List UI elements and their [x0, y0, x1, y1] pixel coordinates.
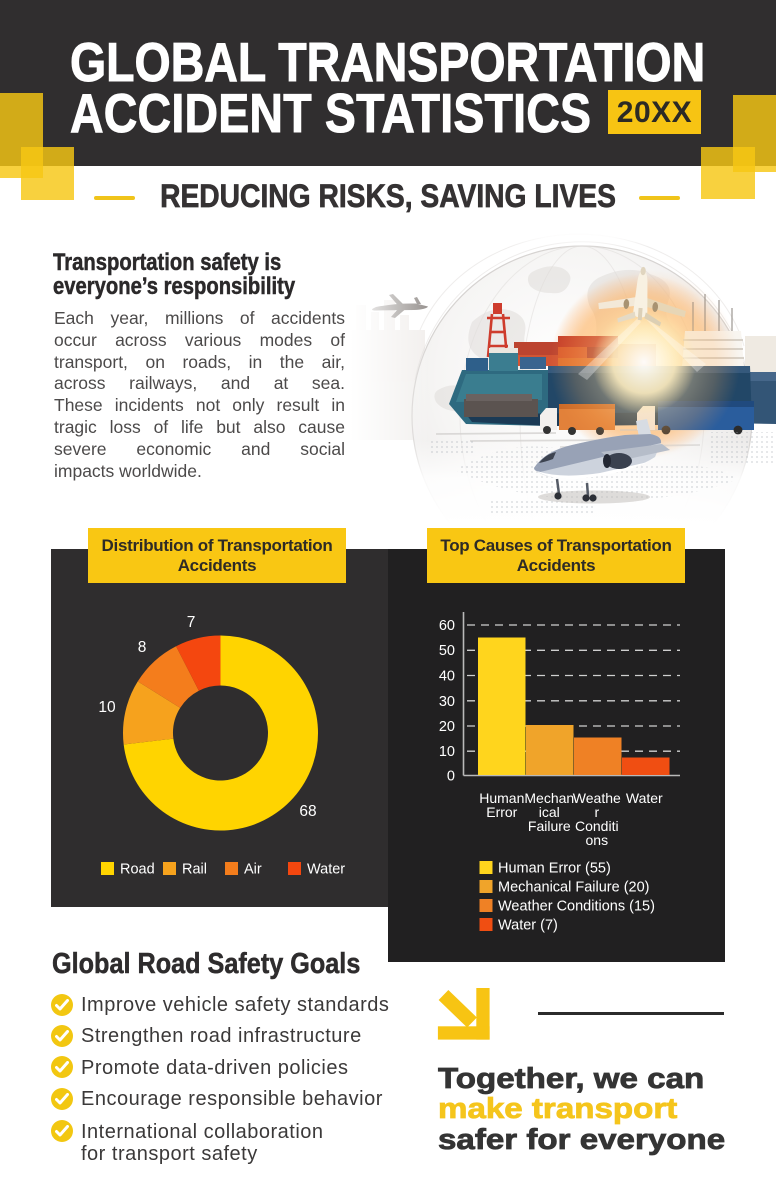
svg-text:20: 20	[439, 719, 455, 735]
svg-text:30: 30	[439, 694, 455, 710]
svg-text:ical: ical	[539, 804, 560, 820]
svg-text:Mechanical Failure (20): Mechanical Failure (20)	[498, 880, 650, 896]
svg-text:60: 60	[439, 618, 455, 634]
svg-text:Conditi: Conditi	[575, 818, 619, 834]
svg-text:Rail: Rail	[182, 862, 207, 878]
svg-text:10: 10	[439, 744, 455, 760]
svg-text:ons: ons	[586, 832, 609, 848]
svg-text:Mechan: Mechan	[524, 790, 574, 806]
svg-text:40: 40	[439, 669, 455, 685]
svg-text:Water (7): Water (7)	[498, 918, 558, 934]
svg-text:Weather Conditions (15): Weather Conditions (15)	[498, 899, 655, 915]
svg-text:0: 0	[447, 769, 455, 785]
svg-text:7: 7	[187, 614, 196, 631]
svg-text:Human: Human	[479, 790, 524, 806]
svg-text:Water: Water	[626, 790, 663, 806]
svg-text:Road: Road	[120, 862, 155, 878]
svg-text:Weathe: Weathe	[573, 790, 621, 806]
svg-text:68: 68	[299, 803, 316, 820]
svg-text:Failure: Failure	[528, 818, 571, 834]
svg-text:10: 10	[98, 699, 116, 716]
svg-text:r: r	[594, 804, 599, 820]
svg-text:Water: Water	[307, 862, 345, 878]
svg-text:Human Error (55): Human Error (55)	[498, 861, 611, 877]
svg-text:50: 50	[439, 643, 455, 659]
svg-text:Error: Error	[486, 804, 517, 820]
svg-text:Air: Air	[244, 862, 262, 878]
svg-text:8: 8	[138, 639, 147, 656]
